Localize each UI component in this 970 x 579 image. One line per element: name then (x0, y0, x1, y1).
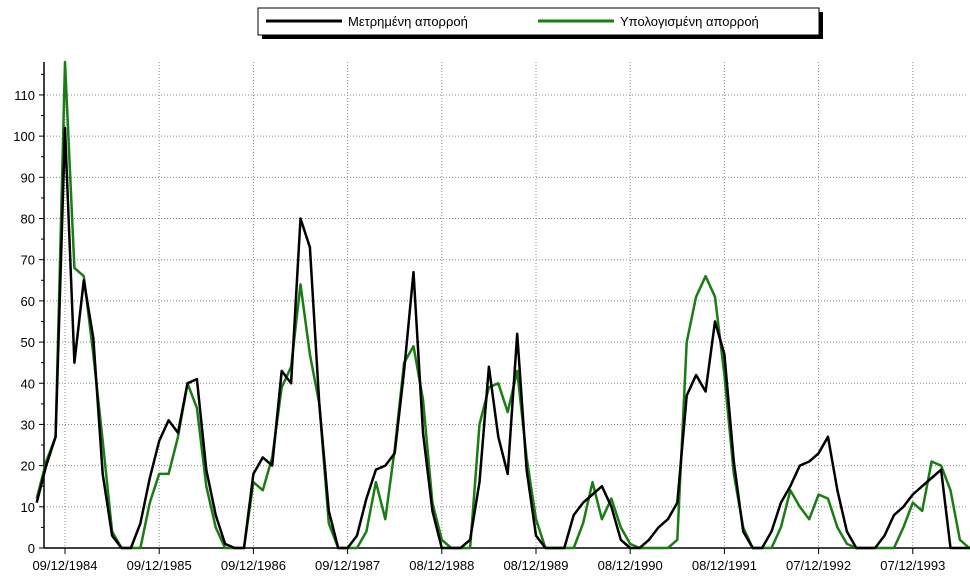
y-tick-label: 80 (21, 212, 35, 227)
x-tick-label: 08/12/1988 (409, 558, 474, 573)
y-tick-label: 70 (21, 253, 35, 268)
series-line-computed (35, 60, 970, 550)
y-tick-label: 0 (28, 541, 35, 556)
legend-label-measured: Μετρημένη απορροή (348, 14, 468, 29)
y-axis-ticks: 0 10 20 30 40 50 60 70 80 90 100 110 (13, 73, 44, 556)
x-tick-label: 09/12/1987 (315, 558, 380, 573)
x-tick-label: 08/12/1990 (598, 558, 663, 573)
x-tick-label: 09/12/1984 (32, 558, 97, 573)
x-tick-label: 08/12/1989 (503, 558, 568, 573)
series-lines (35, 60, 970, 550)
y-tick-label: 40 (21, 376, 35, 391)
y-tick-label: 110 (14, 88, 35, 103)
y-tick-label: 30 (21, 417, 35, 432)
y-tick-label: 20 (21, 459, 35, 474)
legend-label-computed: Υπολογισμένη απορροή (620, 14, 759, 29)
x-tick-label: 08/12/1991 (692, 558, 757, 573)
x-tick-label: 09/12/1985 (127, 558, 192, 573)
x-axis-ticks: 09/12/1984 09/12/1985 09/12/1986 09/12/1987… (32, 548, 945, 573)
x-tick-label: 09/12/1986 (221, 558, 286, 573)
y-tick-label: 60 (21, 294, 35, 309)
y-tick-label: 100 (13, 129, 35, 144)
y-tick-label: 50 (21, 335, 35, 350)
x-tick-label: 07/12/1993 (880, 558, 945, 573)
grid (44, 62, 968, 548)
legend: Μετρημένη απορροή Υπολογισμένη απορροή (257, 7, 823, 39)
axes (43, 62, 968, 549)
y-tick-label: 10 (21, 500, 35, 515)
series-line-measured (35, 126, 970, 550)
x-tick-label: 07/12/1992 (786, 558, 851, 573)
y-tick-label: 90 (21, 170, 35, 185)
